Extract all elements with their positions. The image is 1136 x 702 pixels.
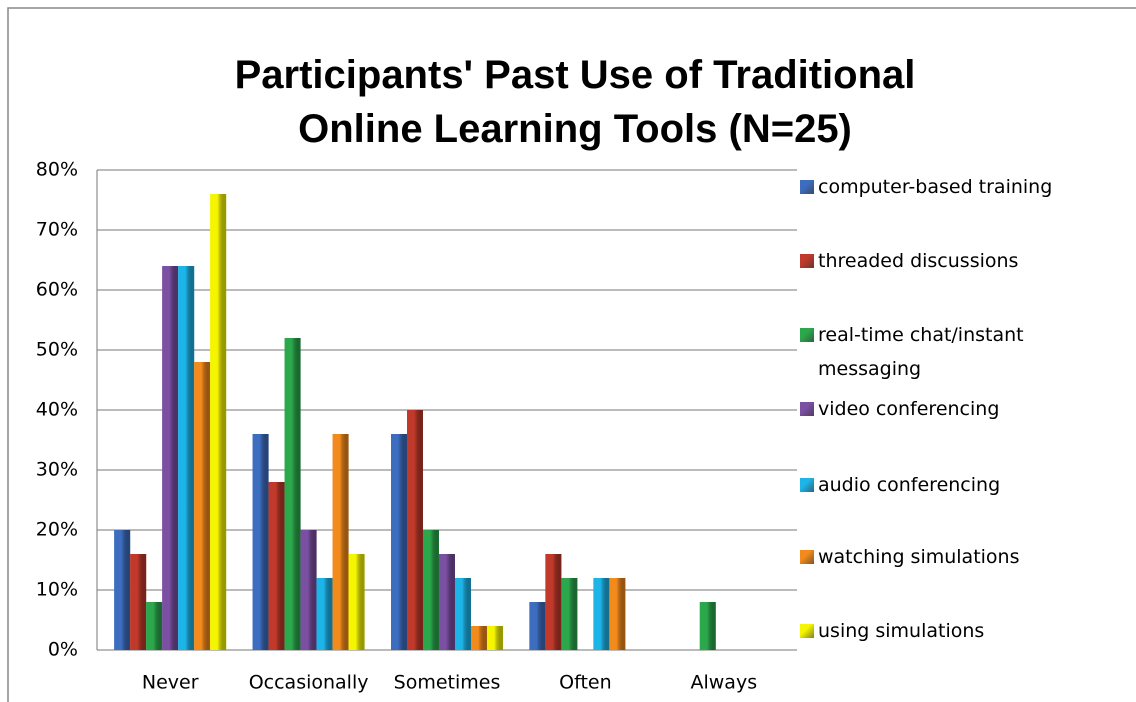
bar-shade xyxy=(561,578,578,650)
bar-shade xyxy=(284,338,301,650)
bar-shade xyxy=(529,602,546,650)
legend-swatch xyxy=(800,550,814,564)
bar-shade xyxy=(146,602,163,650)
legend-swatch xyxy=(800,180,814,194)
legend-item: watching simulations xyxy=(800,540,1090,574)
chart-title: Participants' Past Use of Traditional On… xyxy=(234,53,916,151)
legend-swatch xyxy=(800,328,814,342)
x-tick-label: Occasionally xyxy=(249,672,369,694)
bar-shade xyxy=(407,410,423,650)
legend-swatch xyxy=(800,624,814,638)
legend-swatch xyxy=(800,478,814,492)
bar-shade xyxy=(114,530,131,650)
y-tick-label: 80% xyxy=(36,159,78,181)
bar-shade xyxy=(252,434,269,650)
bar-shade xyxy=(332,434,349,650)
chart-border xyxy=(7,7,1136,702)
bar-shade xyxy=(545,554,562,650)
legend-item: real-time chat/instant messaging xyxy=(800,318,1090,386)
x-tick-label: Never xyxy=(142,672,199,694)
bar-shade xyxy=(316,578,333,650)
y-tick-label: 0% xyxy=(48,639,78,661)
x-tick-label: Sometimes xyxy=(394,672,501,694)
y-tick-label: 20% xyxy=(36,519,78,541)
legend-label: audio conferencing xyxy=(818,474,1001,496)
bar-shade xyxy=(487,626,503,650)
bar-shade xyxy=(130,554,147,650)
y-tick-label: 10% xyxy=(36,579,78,601)
bar-shade xyxy=(210,194,227,650)
legend-label: computer-based training xyxy=(818,176,1053,198)
legend-label: watching simulations xyxy=(818,546,1020,568)
bar-shade xyxy=(439,554,455,650)
bar-shade xyxy=(423,530,439,650)
legend-item: threaded discussions xyxy=(800,244,1090,278)
bar-shade xyxy=(194,362,211,650)
legend-item: audio conferencing xyxy=(800,468,1090,502)
y-tick-label: 50% xyxy=(36,339,78,361)
bar-shade xyxy=(471,626,487,650)
legend-item: using simulations xyxy=(800,614,1090,648)
bar-shade xyxy=(391,434,407,650)
x-tick-label: Always xyxy=(690,672,757,694)
bar-shade xyxy=(455,578,471,650)
y-tick-label: 60% xyxy=(36,279,78,301)
bar-shade xyxy=(699,602,716,650)
legend-item: video conferencing xyxy=(800,392,1090,426)
bar-shade xyxy=(300,530,317,650)
legend-swatch xyxy=(800,402,814,416)
legend-label: video conferencing xyxy=(818,398,1000,420)
bar-shade xyxy=(162,266,179,650)
bar-shade xyxy=(268,482,285,650)
x-tick-label: Often xyxy=(559,672,612,694)
legend-label: using simulations xyxy=(818,620,985,642)
y-tick-label: 70% xyxy=(36,219,78,241)
legend-label: real-time chat/instant messaging xyxy=(818,324,1024,380)
y-tick-label: 30% xyxy=(36,459,78,481)
legend-swatch xyxy=(800,254,814,268)
bar-shade xyxy=(348,554,365,650)
legend-label: threaded discussions xyxy=(818,250,1019,272)
bar-shade xyxy=(178,266,195,650)
bar-shade xyxy=(593,578,610,650)
legend-item: computer-based training xyxy=(800,170,1090,204)
bar-shade xyxy=(609,578,626,650)
y-tick-label: 40% xyxy=(36,399,78,421)
